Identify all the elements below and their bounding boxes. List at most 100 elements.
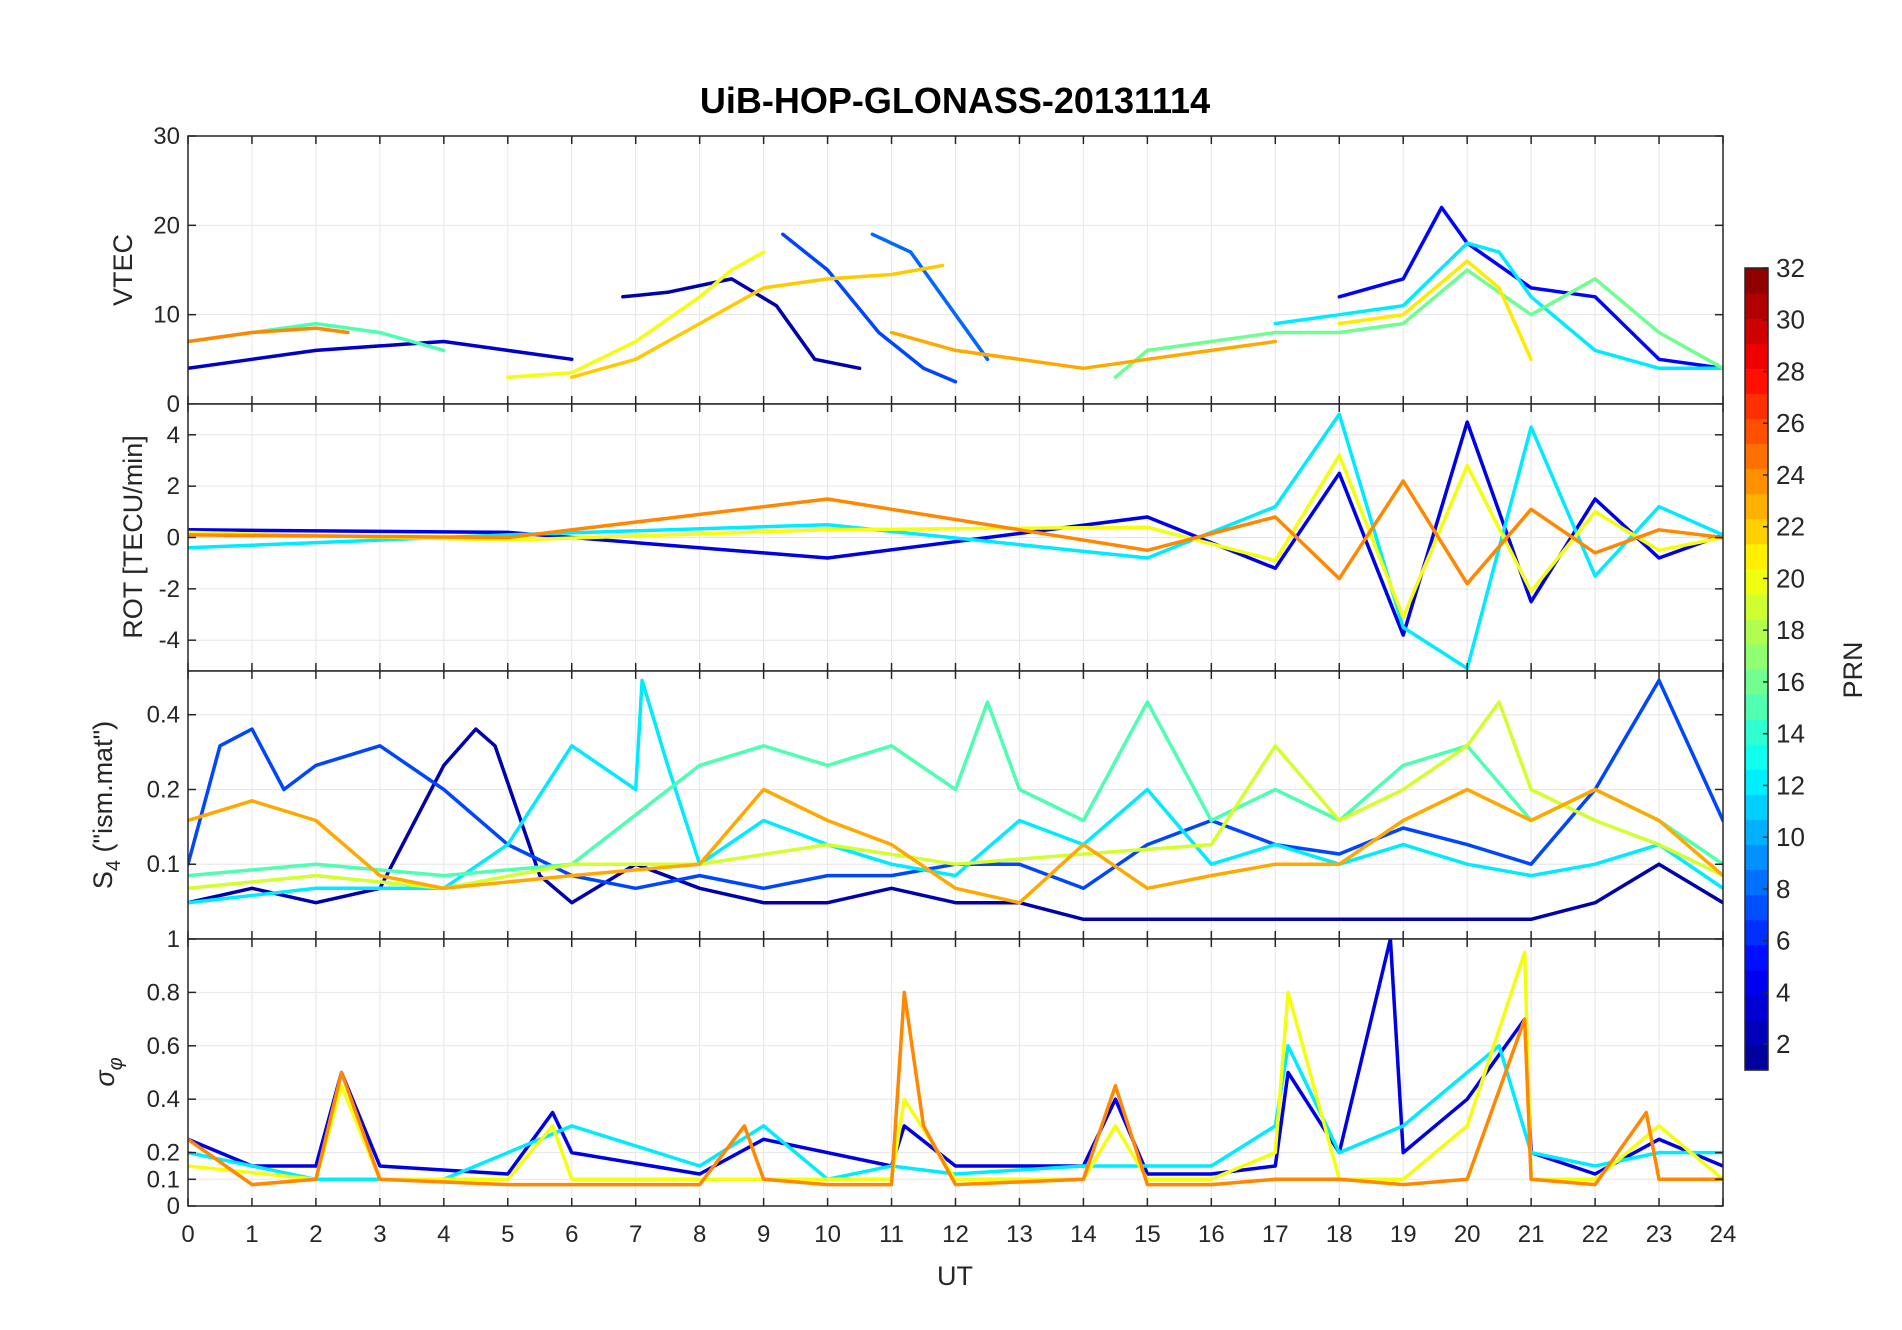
x-tick-label: 10 — [814, 1221, 841, 1248]
colorbar-segment — [1745, 669, 1768, 695]
sigma-phi-ytick-label: 0.4 — [147, 1086, 180, 1113]
vtec-axis-label: VTEC — [108, 234, 138, 306]
colorbar-segment — [1745, 844, 1768, 871]
colorbar-segment — [1745, 468, 1768, 495]
colorbar-segment — [1745, 744, 1768, 770]
colorbar-tick-label: 6 — [1776, 926, 1790, 956]
vtec-series-prn-21 — [1337, 259, 1533, 362]
colorbar-tick-label: 26 — [1776, 408, 1805, 438]
colorbar-segment — [1745, 869, 1768, 896]
vtec-series-prn-8 — [870, 232, 990, 362]
s4-ytick-label: 0.2 — [147, 776, 180, 803]
colorbar-segment — [1745, 969, 1768, 996]
rot-panel: -4 -2 0 2 4 — [159, 403, 1724, 672]
colorbar-segment — [1745, 568, 1768, 595]
colorbar-segment — [1745, 543, 1768, 570]
vtec-panel: 0 10 20 30 — [153, 123, 1724, 418]
rot-axis-label: ROT [TECU/min] — [118, 435, 148, 639]
s4-ytick-label: 0.1 — [147, 851, 180, 878]
x-tick-label: 16 — [1198, 1221, 1225, 1248]
vtec-ytick-label: 20 — [153, 212, 180, 239]
x-tick-label: 23 — [1646, 1221, 1673, 1248]
s4-series-prn-2 — [188, 727, 1723, 922]
colorbar-segment — [1745, 643, 1768, 670]
colorbar-segment — [1745, 268, 1768, 294]
sigma-phi-series-group — [188, 939, 1723, 1187]
x-tick-label: 22 — [1582, 1221, 1609, 1248]
x-tick-label: 0 — [181, 1221, 194, 1248]
colorbar-border — [1744, 267, 1769, 1071]
x-axis-label: UT — [937, 1261, 973, 1291]
x-tick-label: 2 — [309, 1221, 322, 1248]
colorbar-tick-label: 20 — [1776, 563, 1805, 593]
x-tick-label: 24 — [1710, 1221, 1737, 1248]
colorbar-tick-label: 14 — [1776, 719, 1805, 749]
sigma-phi-ytick-label: 0 — [167, 1193, 180, 1220]
colorbar-segment — [1745, 318, 1768, 344]
colorbar-segment — [1745, 1044, 1768, 1071]
vtec-series-prn-22 — [570, 263, 945, 379]
s4-ytick-label: 0.4 — [147, 702, 180, 729]
x-tick-label: 18 — [1326, 1221, 1353, 1248]
colorbar-segment — [1745, 518, 1768, 545]
sigma-phi-ytick-label: 0.2 — [147, 1140, 180, 1167]
s4-axis-label: S4 ("ism.mat") — [88, 721, 125, 889]
colorbar-segment — [1745, 493, 1768, 520]
x-tick-label: 20 — [1454, 1221, 1481, 1248]
chart-title: UiB-HOP-GLONASS-20131114 — [700, 80, 1210, 121]
s4-series-prn-7 — [188, 678, 1723, 891]
x-tick-label: 1 — [245, 1221, 258, 1248]
colorbar-segment — [1745, 618, 1768, 645]
x-axis-ticks: 0 1 2 3 4 5 6 7 8 9 10 11 12 13 14 15 16 17 18 19 20 21 22 23 24 — [181, 1221, 1736, 1248]
sigma-label-main: σ — [90, 1069, 120, 1087]
colorbar-segment — [1745, 293, 1768, 319]
rot-ytick-label: -2 — [159, 576, 180, 603]
x-tick-label: 19 — [1390, 1221, 1417, 1248]
colorbar-segment — [1745, 819, 1768, 846]
sigma-phi-ytick-label: 1 — [167, 926, 180, 953]
colorbar-tick-label: 22 — [1776, 512, 1805, 542]
vtec-series-prn-23 — [889, 330, 1278, 371]
rot-series-prn-12 — [188, 412, 1723, 671]
colorbar-segment — [1745, 769, 1768, 795]
rot-series-prn-4 — [188, 420, 1723, 637]
vtec-series-group — [188, 205, 1723, 384]
x-tick-label: 9 — [757, 1221, 770, 1248]
rot-series-prn-24 — [188, 479, 1723, 586]
rot-series-prn-20 — [188, 453, 1723, 619]
vtec-ytick-label: 30 — [153, 123, 180, 150]
x-tick-label: 4 — [437, 1221, 450, 1248]
sigma-phi-ytick-label: 0.1 — [147, 1166, 180, 1193]
s4-series-prn-23 — [188, 787, 1723, 905]
colorbar-segment — [1745, 418, 1768, 445]
colorbar-segment — [1745, 443, 1768, 470]
x-tick-label: 5 — [501, 1221, 514, 1248]
rot-series-group — [188, 412, 1723, 671]
vtec-series-prn-20 — [506, 250, 766, 379]
s4-series-prn-19 — [188, 700, 1723, 891]
vtec-series-prn-7 — [781, 232, 958, 384]
rot-ytick-label: 4 — [167, 422, 180, 449]
colorbar-tick-label: 8 — [1776, 874, 1790, 904]
colorbar-segment — [1745, 894, 1768, 921]
colorbar-segment — [1745, 593, 1768, 620]
s4-series-group — [188, 678, 1723, 922]
colorbar-tick-label: 28 — [1776, 356, 1805, 386]
colorbar-tick-label: 30 — [1776, 305, 1805, 335]
colorbar-tick-label: 2 — [1776, 1029, 1790, 1059]
sigma-phi-series-prn-20 — [188, 950, 1723, 1182]
x-tick-label: 7 — [629, 1221, 642, 1248]
x-tick-label: 15 — [1134, 1221, 1161, 1248]
x-tick-label: 13 — [1006, 1221, 1033, 1248]
colorbar-tick-label: 4 — [1776, 977, 1790, 1007]
s4-label-sub: 4 — [103, 860, 125, 871]
s4-series-prn-12 — [188, 678, 1723, 905]
colorbar-segment — [1745, 919, 1768, 946]
colorbar-segment — [1745, 393, 1768, 419]
colorbar-tick-label: 12 — [1776, 770, 1805, 800]
y-axis-labels: VTEC ROT [TECU/min] S4 ("ism.mat") σφ — [88, 234, 148, 1087]
colorbar-tick-label: 10 — [1776, 822, 1805, 852]
s4-series-prn-15 — [188, 700, 1723, 878]
s4-panel: 0.1 0.2 0.4 — [147, 670, 1724, 940]
vtec-series-prn-5 — [1337, 205, 1723, 371]
